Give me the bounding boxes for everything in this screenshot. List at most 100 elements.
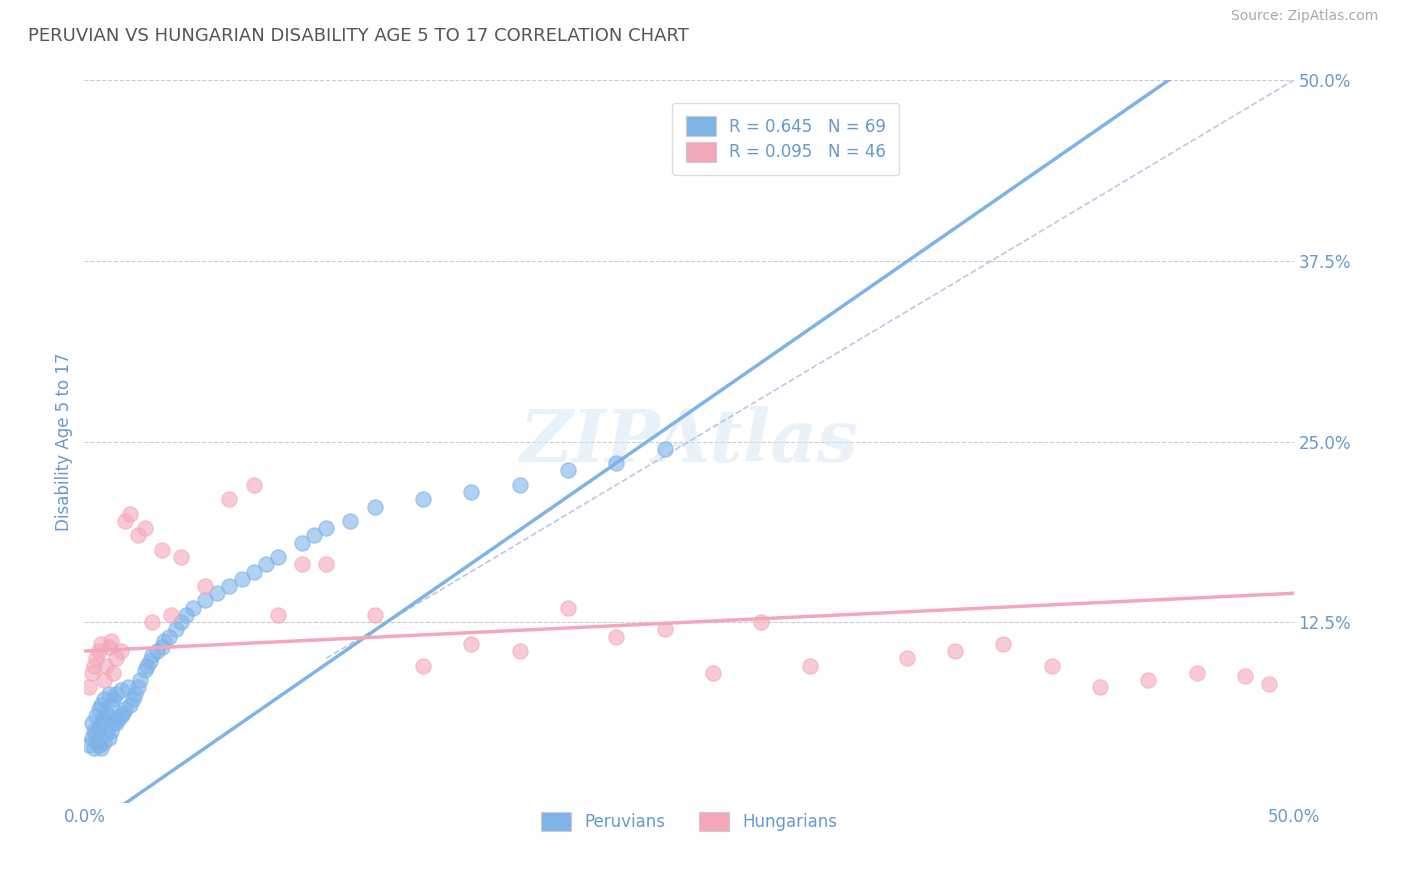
Point [124, 687, 146, 701]
Point [993, 637, 1015, 651]
Point [87, 644, 110, 658]
Point [93, 735, 115, 749]
Point [170, 550, 193, 565]
Point [110, 683, 132, 698]
Point [557, 463, 579, 477]
Point [363, 607, 385, 622]
Point [114, 702, 136, 716]
Point [103, 691, 125, 706]
Point [97, 687, 120, 701]
Point [114, 514, 136, 528]
Point [83, 740, 105, 755]
Point [90, 698, 112, 712]
Point [218, 492, 240, 507]
Point [97, 709, 120, 723]
Point [702, 665, 724, 680]
Point [100, 698, 122, 712]
Point [83, 658, 105, 673]
Point [134, 663, 156, 677]
Point [254, 558, 277, 572]
Point [242, 565, 264, 579]
Point [104, 716, 127, 731]
Point [100, 723, 122, 738]
Point [194, 593, 217, 607]
Point [90, 716, 112, 731]
Point [231, 572, 253, 586]
Point [90, 740, 112, 755]
Point [93, 673, 115, 687]
Point [242, 478, 264, 492]
Point [218, 579, 240, 593]
Point [153, 634, 176, 648]
Point [157, 630, 180, 644]
Point [896, 651, 918, 665]
Point [654, 623, 676, 637]
Point [315, 558, 337, 572]
Point [104, 687, 127, 701]
Point [363, 500, 385, 514]
Point [110, 644, 132, 658]
Point [146, 644, 169, 658]
Point [80, 665, 103, 680]
Point [138, 654, 160, 668]
Point [83, 723, 105, 738]
Point [267, 607, 290, 622]
Point [103, 665, 125, 680]
Point [120, 507, 142, 521]
Point [141, 648, 163, 663]
Point [170, 615, 193, 630]
Text: ZIPAtlas: ZIPAtlas [520, 406, 858, 477]
Point [1088, 680, 1111, 694]
Y-axis label: Disability Age 5 to 17: Disability Age 5 to 17 [55, 352, 73, 531]
Point [117, 680, 139, 694]
Point [181, 600, 204, 615]
Point [80, 716, 103, 731]
Point [87, 721, 110, 735]
Point [150, 640, 173, 654]
Point [160, 607, 183, 622]
Point [291, 558, 314, 572]
Point [291, 535, 314, 549]
Point [605, 630, 627, 644]
Point [94, 726, 117, 740]
Text: PERUVIAN VS HUNGARIAN DISABILITY AGE 5 TO 17 CORRELATION CHART: PERUVIAN VS HUNGARIAN DISABILITY AGE 5 T… [28, 27, 689, 45]
Point [509, 644, 531, 658]
Text: Source: ZipAtlas.com: Source: ZipAtlas.com [1230, 9, 1378, 23]
Point [460, 637, 482, 651]
Point [86, 651, 108, 665]
Point [107, 712, 129, 726]
Point [751, 615, 773, 630]
Point [557, 600, 579, 615]
Point [97, 640, 120, 654]
Point [207, 586, 229, 600]
Point [150, 542, 173, 557]
Point [86, 709, 108, 723]
Point [141, 615, 163, 630]
Point [129, 673, 152, 687]
Point [86, 735, 108, 749]
Point [134, 521, 156, 535]
Point [93, 691, 115, 706]
Point [605, 456, 627, 470]
Point [654, 442, 676, 456]
Point [77, 680, 100, 694]
Point [267, 550, 290, 565]
Legend: Peruvians, Hungarians: Peruvians, Hungarians [534, 805, 844, 838]
Point [94, 658, 117, 673]
Point [97, 731, 120, 745]
Point [127, 528, 149, 542]
Point [87, 702, 110, 716]
Point [120, 698, 142, 712]
Point [799, 658, 821, 673]
Point [1258, 677, 1281, 691]
Point [1234, 668, 1257, 682]
Point [1040, 658, 1063, 673]
Point [93, 712, 115, 726]
Point [412, 492, 434, 507]
Point [174, 607, 197, 622]
Point [315, 521, 337, 535]
Point [104, 651, 127, 665]
Point [94, 706, 117, 721]
Point [127, 680, 149, 694]
Point [302, 528, 325, 542]
